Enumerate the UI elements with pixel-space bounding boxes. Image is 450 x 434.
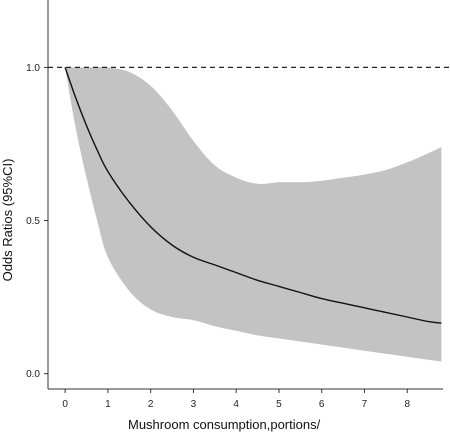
y-tick-label: 0.5 xyxy=(26,216,40,227)
y-tick-label: 1.0 xyxy=(26,63,40,74)
x-tick-label: 6 xyxy=(319,399,325,410)
plot-area xyxy=(48,66,450,362)
x-tick-label: 2 xyxy=(148,399,154,410)
crop-mask-right xyxy=(443,388,450,434)
y-tick-label: 0.0 xyxy=(26,369,40,380)
x-tick-label: 4 xyxy=(233,399,239,410)
x-tick-label: 1 xyxy=(105,399,111,410)
x-tick-label: 0 xyxy=(62,399,68,410)
x-tick-label: 5 xyxy=(276,399,282,410)
ci-band xyxy=(65,67,442,362)
x-tick-label: 8 xyxy=(404,399,410,410)
crop-mask-bottom xyxy=(334,408,450,434)
axes: 01234567890.00.51.0 xyxy=(26,0,450,410)
estimate-line xyxy=(64,67,442,324)
y-axis-title: Odds Ratios (95%CI) xyxy=(0,159,15,282)
x-tick-label: 3 xyxy=(191,399,197,410)
x-axis-title: Mushroom consumption,portions/ xyxy=(128,417,321,432)
x-tick-label: 7 xyxy=(362,399,368,410)
